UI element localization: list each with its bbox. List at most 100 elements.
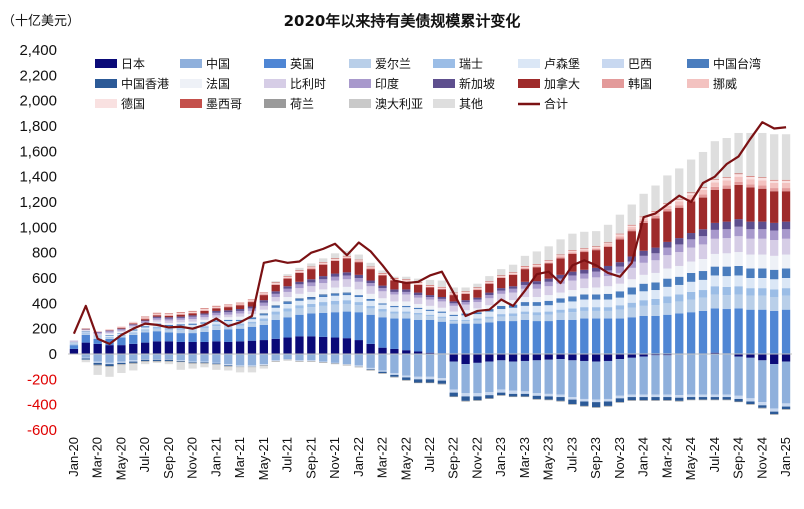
bar-瑞士-Mar-24 (663, 296, 672, 304)
bar-印度-Sep-24 (734, 226, 743, 237)
bar-印度-Sep-20 (164, 318, 174, 321)
bar-英国-Mar-24 (663, 314, 672, 354)
bar-卢森堡-Aug-22 (437, 312, 447, 317)
bar-德国-Aug-24 (722, 177, 731, 181)
bar-其他-Mar-20 (93, 366, 102, 375)
legend-swatch (518, 59, 540, 68)
bar-墨西哥-Nov-23 (615, 233, 625, 235)
bar-中国香港-Mar-23 (520, 393, 530, 397)
bar-荷兰-Nov-24 (758, 407, 767, 409)
bar-比利时-Dec-22 (485, 298, 494, 306)
bar-爱尔兰-Feb-23 (508, 316, 518, 322)
bar-中国香港-May-21 (259, 313, 268, 315)
bar-墨西哥-Oct-21 (319, 262, 328, 263)
bar-荷兰-Jun-22 (413, 382, 423, 384)
bar-日本-Dec-22 (485, 354, 494, 362)
bar-卢森堡-Dec-21 (342, 295, 352, 301)
bar-挪威-Dec-24 (770, 183, 779, 189)
bar-墨西哥-Mar-23 (520, 265, 530, 267)
bar-巴西-Sep-23 (592, 399, 601, 403)
legend-item-比利时: 比利时 (264, 77, 326, 91)
unit-label: （十亿美元） (2, 14, 80, 29)
bar-中国香港-Dec-23 (627, 397, 636, 401)
bar-其他-Jul-22 (425, 279, 435, 285)
legend-item-瑞士: 瑞士 (433, 57, 483, 71)
bar-挪威-Sep-20 (164, 314, 174, 316)
chart-title: 2020年以来持有美债规模累计变化 (284, 12, 521, 30)
bar-挪威-Mar-24 (663, 205, 672, 209)
bar-英国-Oct-23 (603, 318, 613, 354)
bar-其他-Nov-22 (473, 283, 482, 288)
bar-挪威-Mar-20 (93, 331, 102, 332)
bar-中国台湾-Dec-20 (200, 322, 209, 324)
bar-法国-Nov-20 (188, 321, 197, 324)
bar-日本-Aug-21 (295, 336, 304, 354)
bar-新加坡-Mar-22 (378, 285, 387, 289)
bar-挪威-Aug-20 (152, 314, 162, 315)
bar-荷兰-Dec-20 (200, 362, 209, 364)
bar-巴西-Mar-21 (235, 365, 245, 367)
bar-挪威-Apr-21 (247, 300, 257, 302)
bar-墨西哥-Apr-24 (675, 198, 684, 200)
bar-墨西哥-Feb-23 (508, 272, 518, 273)
bar-英国-Jul-23 (568, 319, 577, 354)
bar-比利时-Jul-23 (568, 280, 577, 291)
x-tick-label: Mar-23 (517, 437, 532, 478)
bar-卢森堡-Oct-24 (746, 278, 755, 289)
bar-荷兰-Jan-25 (781, 409, 791, 410)
bar-巴西-Feb-22 (366, 367, 375, 370)
bar-卢森堡-Apr-22 (390, 307, 399, 312)
bar-瑞士-Jun-24 (698, 290, 708, 298)
bar-其他-Dec-20 (200, 363, 209, 368)
bar-法国-Feb-24 (651, 272, 660, 283)
bar-比利时-Mar-23 (520, 288, 530, 297)
bar-韩国-Jun-23 (556, 257, 565, 259)
bar-中国台湾-Dec-21 (342, 293, 352, 296)
bar-韩国-Jan-24 (639, 221, 648, 223)
bar-巴西-Apr-21 (247, 365, 257, 367)
bar-卢森堡-Oct-21 (319, 297, 328, 303)
y-tick-label: -200 (27, 371, 57, 388)
bar-中国-Dec-24 (770, 364, 779, 409)
bar-爱尔兰-Apr-21 (247, 323, 257, 327)
bar-日本-Mar-23 (520, 354, 530, 361)
bar-挪威-Sep-24 (734, 176, 743, 182)
legend-item-其他: 其他 (433, 97, 483, 111)
bar-德国-Aug-22 (437, 287, 447, 289)
bar-爱尔兰-Oct-22 (461, 321, 470, 324)
bar-中国台湾-Jul-23 (568, 296, 577, 302)
bar-瑞士-Jan-23 (497, 314, 506, 317)
bar-中国台湾-Sep-23 (592, 294, 601, 300)
bar-中国香港-Jul-23 (568, 399, 577, 405)
bar-爱尔兰-Jul-24 (710, 294, 720, 309)
bar-其他-Sep-20 (164, 361, 174, 365)
bar-荷兰-Apr-24 (675, 400, 684, 402)
bar-新加坡-Mar-20 (93, 331, 102, 333)
bar-英国-May-24 (686, 312, 696, 354)
bar-法国-Sep-21 (307, 291, 316, 297)
bar-印度-Feb-23 (508, 288, 518, 293)
bar-中国-Oct-21 (319, 354, 328, 362)
bar-中国-Feb-24 (651, 355, 660, 395)
bar-中国台湾-Mar-23 (520, 302, 530, 306)
bar-法国-Dec-22 (485, 305, 494, 310)
bar-韩国-Jun-24 (698, 194, 708, 198)
bar-中国香港-Mar-20 (93, 362, 102, 365)
bar-日本-Jun-23 (556, 354, 565, 360)
bar-比利时-Jan-20 (69, 341, 79, 342)
bar-中国香港-May-22 (402, 377, 411, 380)
bar-中国香港-May-20 (117, 362, 126, 365)
bar-中国-Jan-24 (639, 356, 648, 395)
bar-德国-Apr-24 (675, 199, 684, 202)
bar-中国-Aug-24 (722, 354, 731, 395)
bar-印度-May-23 (544, 281, 553, 287)
bar-中国香港-Jun-23 (556, 397, 565, 401)
bar-卢森堡-Oct-22 (461, 315, 470, 320)
bar-新加坡-Apr-22 (390, 289, 399, 292)
bar-法国-Aug-22 (437, 307, 447, 312)
bar-加拿大-Nov-22 (473, 290, 482, 298)
bar-其他-Apr-21 (247, 367, 257, 373)
bar-卢森堡-Sep-22 (449, 316, 458, 320)
bar-荷兰-Sep-21 (307, 360, 316, 362)
bar-印度-Aug-20 (152, 317, 162, 320)
